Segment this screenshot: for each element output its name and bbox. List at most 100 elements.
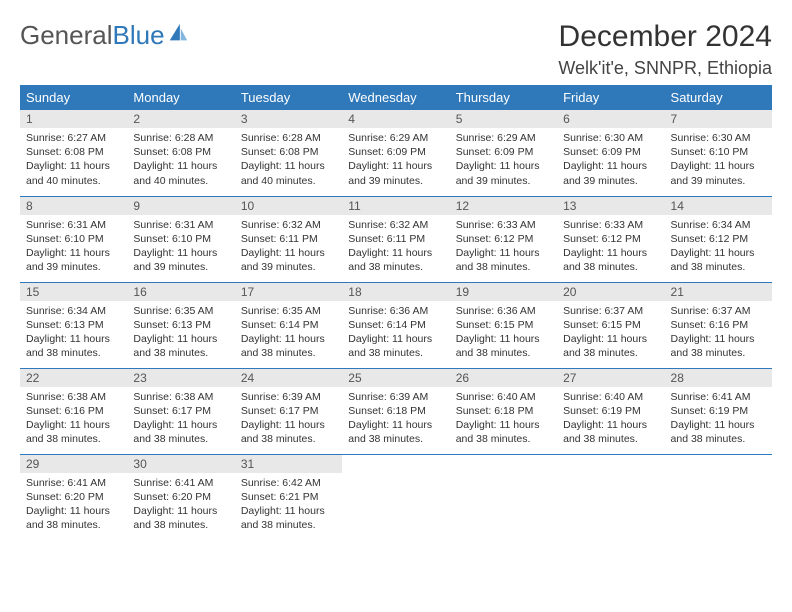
day-number: 30 [127, 455, 234, 473]
day-number: 14 [665, 197, 772, 215]
day-content: Sunrise: 6:36 AMSunset: 6:15 PMDaylight:… [450, 301, 557, 365]
calendar-cell: 4Sunrise: 6:29 AMSunset: 6:09 PMDaylight… [342, 110, 449, 196]
calendar-cell: 16Sunrise: 6:35 AMSunset: 6:13 PMDayligh… [127, 282, 234, 368]
day-content: Sunrise: 6:27 AMSunset: 6:08 PMDaylight:… [20, 128, 127, 192]
day-number: 23 [127, 369, 234, 387]
day-content: Sunrise: 6:34 AMSunset: 6:13 PMDaylight:… [20, 301, 127, 365]
day-content: Sunrise: 6:28 AMSunset: 6:08 PMDaylight:… [127, 128, 234, 192]
daylight-line: Daylight: 11 hours and 39 minutes. [563, 159, 658, 187]
calendar-cell [342, 454, 449, 540]
day-number: 7 [665, 110, 772, 128]
day-number: 1 [20, 110, 127, 128]
daylight-line: Daylight: 11 hours and 38 minutes. [563, 418, 658, 446]
day-content: Sunrise: 6:38 AMSunset: 6:16 PMDaylight:… [20, 387, 127, 451]
day-number: 20 [557, 283, 664, 301]
day-number: 8 [20, 197, 127, 215]
daylight-line: Daylight: 11 hours and 40 minutes. [26, 159, 121, 187]
day-content: Sunrise: 6:30 AMSunset: 6:10 PMDaylight:… [665, 128, 772, 192]
calendar-cell: 3Sunrise: 6:28 AMSunset: 6:08 PMDaylight… [235, 110, 342, 196]
daylight-line: Daylight: 11 hours and 38 minutes. [456, 332, 551, 360]
calendar-cell: 31Sunrise: 6:42 AMSunset: 6:21 PMDayligh… [235, 454, 342, 540]
sunset-line: Sunset: 6:11 PM [241, 232, 336, 246]
sunset-line: Sunset: 6:13 PM [26, 318, 121, 332]
day-number: 16 [127, 283, 234, 301]
daylight-line: Daylight: 11 hours and 38 minutes. [241, 418, 336, 446]
daylight-line: Daylight: 11 hours and 38 minutes. [563, 246, 658, 274]
day-number: 11 [342, 197, 449, 215]
calendar-row: 8Sunrise: 6:31 AMSunset: 6:10 PMDaylight… [20, 196, 772, 282]
day-content: Sunrise: 6:39 AMSunset: 6:18 PMDaylight:… [342, 387, 449, 451]
day-number: 25 [342, 369, 449, 387]
sunset-line: Sunset: 6:18 PM [456, 404, 551, 418]
sunset-line: Sunset: 6:20 PM [133, 490, 228, 504]
calendar-cell: 22Sunrise: 6:38 AMSunset: 6:16 PMDayligh… [20, 368, 127, 454]
calendar-cell: 30Sunrise: 6:41 AMSunset: 6:20 PMDayligh… [127, 454, 234, 540]
sunset-line: Sunset: 6:16 PM [671, 318, 766, 332]
sunrise-line: Sunrise: 6:34 AM [671, 218, 766, 232]
sunrise-line: Sunrise: 6:31 AM [26, 218, 121, 232]
sunrise-line: Sunrise: 6:37 AM [671, 304, 766, 318]
sunrise-line: Sunrise: 6:35 AM [133, 304, 228, 318]
header: GeneralBlue December 2024 Welk'it'e, SNN… [20, 20, 772, 79]
sunset-line: Sunset: 6:17 PM [241, 404, 336, 418]
sunrise-line: Sunrise: 6:33 AM [456, 218, 551, 232]
daylight-line: Daylight: 11 hours and 38 minutes. [26, 332, 121, 360]
day-number: 6 [557, 110, 664, 128]
sunrise-line: Sunrise: 6:41 AM [671, 390, 766, 404]
weekday-head: Thursday [450, 85, 557, 110]
calendar-row: 15Sunrise: 6:34 AMSunset: 6:13 PMDayligh… [20, 282, 772, 368]
daylight-line: Daylight: 11 hours and 38 minutes. [26, 418, 121, 446]
sunset-line: Sunset: 6:13 PM [133, 318, 228, 332]
day-number: 12 [450, 197, 557, 215]
weekday-head: Monday [127, 85, 234, 110]
weekday-head: Tuesday [235, 85, 342, 110]
day-content: Sunrise: 6:32 AMSunset: 6:11 PMDaylight:… [235, 215, 342, 279]
day-number: 9 [127, 197, 234, 215]
day-content: Sunrise: 6:29 AMSunset: 6:09 PMDaylight:… [342, 128, 449, 192]
day-number: 29 [20, 455, 127, 473]
daylight-line: Daylight: 11 hours and 39 minutes. [348, 159, 443, 187]
day-content: Sunrise: 6:33 AMSunset: 6:12 PMDaylight:… [450, 215, 557, 279]
calendar-cell: 13Sunrise: 6:33 AMSunset: 6:12 PMDayligh… [557, 196, 664, 282]
daylight-line: Daylight: 11 hours and 38 minutes. [133, 418, 228, 446]
daylight-line: Daylight: 11 hours and 39 minutes. [456, 159, 551, 187]
day-number: 18 [342, 283, 449, 301]
day-content: Sunrise: 6:29 AMSunset: 6:09 PMDaylight:… [450, 128, 557, 192]
sunrise-line: Sunrise: 6:28 AM [133, 131, 228, 145]
calendar-cell: 23Sunrise: 6:38 AMSunset: 6:17 PMDayligh… [127, 368, 234, 454]
sunrise-line: Sunrise: 6:28 AM [241, 131, 336, 145]
daylight-line: Daylight: 11 hours and 40 minutes. [133, 159, 228, 187]
day-content: Sunrise: 6:41 AMSunset: 6:20 PMDaylight:… [20, 473, 127, 537]
weekday-head: Saturday [665, 85, 772, 110]
daylight-line: Daylight: 11 hours and 38 minutes. [348, 246, 443, 274]
calendar-body: 1Sunrise: 6:27 AMSunset: 6:08 PMDaylight… [20, 110, 772, 540]
day-content: Sunrise: 6:40 AMSunset: 6:19 PMDaylight:… [557, 387, 664, 451]
sunset-line: Sunset: 6:08 PM [241, 145, 336, 159]
brand-name-1: General [20, 20, 113, 51]
sunrise-line: Sunrise: 6:29 AM [348, 131, 443, 145]
daylight-line: Daylight: 11 hours and 38 minutes. [241, 332, 336, 360]
calendar-cell [665, 454, 772, 540]
calendar-cell: 18Sunrise: 6:36 AMSunset: 6:14 PMDayligh… [342, 282, 449, 368]
calendar-table: Sunday Monday Tuesday Wednesday Thursday… [20, 85, 772, 540]
day-number: 22 [20, 369, 127, 387]
sunrise-line: Sunrise: 6:39 AM [348, 390, 443, 404]
day-number: 4 [342, 110, 449, 128]
month-title: December 2024 [558, 20, 772, 54]
sunset-line: Sunset: 6:09 PM [456, 145, 551, 159]
calendar-cell: 14Sunrise: 6:34 AMSunset: 6:12 PMDayligh… [665, 196, 772, 282]
sunset-line: Sunset: 6:10 PM [671, 145, 766, 159]
sunrise-line: Sunrise: 6:38 AM [133, 390, 228, 404]
calendar-cell [557, 454, 664, 540]
calendar-cell: 15Sunrise: 6:34 AMSunset: 6:13 PMDayligh… [20, 282, 127, 368]
sunrise-line: Sunrise: 6:34 AM [26, 304, 121, 318]
day-content: Sunrise: 6:40 AMSunset: 6:18 PMDaylight:… [450, 387, 557, 451]
day-number: 24 [235, 369, 342, 387]
day-content: Sunrise: 6:42 AMSunset: 6:21 PMDaylight:… [235, 473, 342, 537]
sunset-line: Sunset: 6:09 PM [348, 145, 443, 159]
location-text: Welk'it'e, SNNPR, Ethiopia [558, 58, 772, 79]
brand-name-2: Blue [113, 20, 165, 51]
day-content: Sunrise: 6:32 AMSunset: 6:11 PMDaylight:… [342, 215, 449, 279]
calendar-cell: 17Sunrise: 6:35 AMSunset: 6:14 PMDayligh… [235, 282, 342, 368]
daylight-line: Daylight: 11 hours and 38 minutes. [348, 418, 443, 446]
